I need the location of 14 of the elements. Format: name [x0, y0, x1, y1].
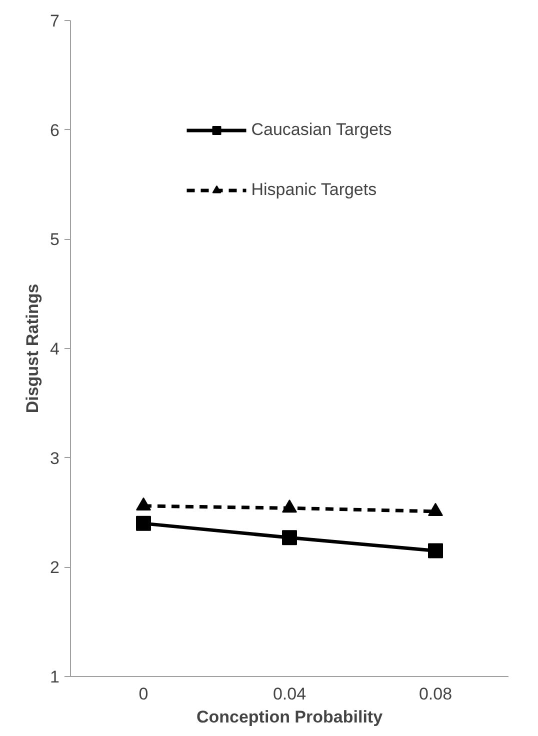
y-tick-label: 3	[50, 448, 60, 468]
x-tick-label: 0.04	[272, 684, 306, 704]
y-tick-label: 5	[50, 230, 60, 250]
y-axis-title: Disgust Ratings	[23, 284, 42, 414]
y-tick-label: 4	[50, 340, 60, 358]
legend-label: Hispanic Targets	[251, 180, 377, 200]
x-tick-label: 0.08	[418, 684, 452, 704]
y-tick-label: 7	[50, 12, 60, 30]
legend-label: Caucasian Targets	[251, 120, 392, 140]
y-tick-label: 2	[50, 558, 60, 578]
y-tick-label: 6	[50, 120, 60, 140]
x-tick-label: 0	[138, 684, 148, 704]
y-tick-label: 1	[50, 668, 60, 686]
x-axis-title: Conception Probability	[196, 708, 384, 726]
